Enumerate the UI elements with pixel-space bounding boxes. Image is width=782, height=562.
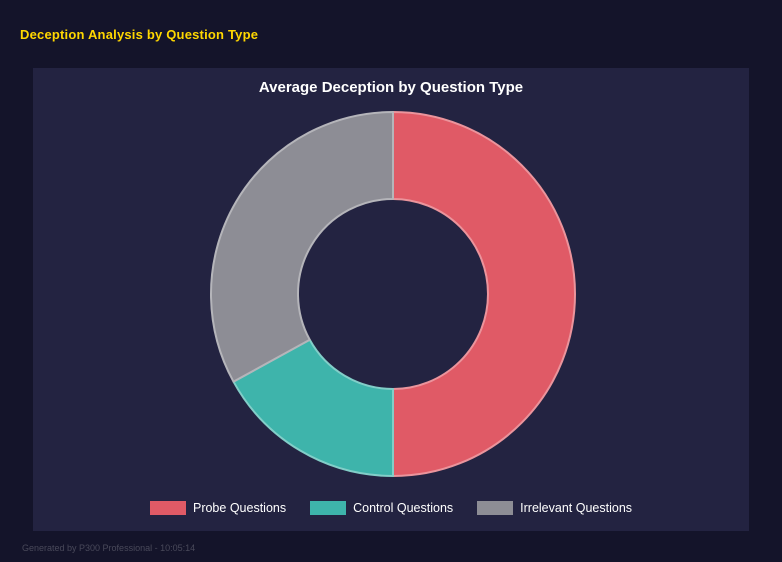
legend-swatch <box>310 501 347 515</box>
chart-title: Average Deception by Question Type <box>258 79 524 96</box>
legend-label: Probe Questions <box>192 501 287 515</box>
legend-item-control-questions[interactable]: Control Questions <box>310 501 453 515</box>
legend-label: Control Questions <box>353 501 454 515</box>
donut-chart <box>210 111 576 477</box>
legend-label: Irrelevant Questions <box>520 501 633 515</box>
donut-slice-probe-questions[interactable] <box>392 111 576 477</box>
donut-slice-irrelevant-questions[interactable] <box>210 111 394 383</box>
page-title: Deception Analysis by Question Type <box>20 27 259 42</box>
legend-item-probe-questions[interactable]: Probe Questions <box>149 501 287 515</box>
chart-panel: Average Deception by Question Type Probe… <box>33 68 749 531</box>
chart-legend: Probe Questions Control Questions Irreleva… <box>33 501 749 515</box>
donut-slice-control-questions[interactable] <box>232 338 394 477</box>
footer-note: Generated by P300 Professional - 10:05:1… <box>22 543 196 553</box>
legend-item-irrelevant-questions[interactable]: Irrelevant Questions <box>477 501 632 515</box>
legend-swatch <box>477 501 514 515</box>
legend-swatch <box>149 501 186 515</box>
